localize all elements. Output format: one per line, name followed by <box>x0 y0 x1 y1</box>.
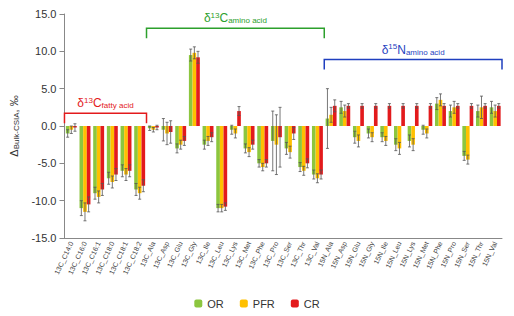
svg-text:15N_Val: 15N_Val <box>481 240 500 268</box>
svg-text:15N_Gly: 15N_Gly <box>357 240 376 268</box>
html-text:δ13: δ13 <box>203 10 220 26</box>
svg-text:15N_Thr: 15N_Thr <box>466 240 485 269</box>
svg-text:13C_C18:1: 13C_C18:1 <box>107 240 130 276</box>
svg-text:13C_Glu: 13C_Glu <box>165 240 184 269</box>
svg-text:13C_C16:1: 13C_C16:1 <box>80 240 102 276</box>
svg-text:13C_Lys: 13C_Lys <box>220 240 239 269</box>
svg-text:13C_C18:2: 13C_C18:2 <box>122 240 144 276</box>
svg-text:13C_Pro: 13C_Pro <box>261 240 280 269</box>
svg-text:13C_Ser: 13C_Ser <box>275 240 294 269</box>
svg-text:15N_Pro: 15N_Pro <box>439 240 458 269</box>
svg-text:15N_Lys: 15N_Lys <box>398 240 417 269</box>
svg-text:13C_Phe: 13C_Phe <box>247 240 266 270</box>
svg-text:13C_Ala: 13C_Ala <box>138 240 157 268</box>
svg-text:5.0: 5.0 <box>41 83 56 95</box>
svg-text:amino acid: amino acid <box>228 16 267 25</box>
svg-text:, ‰: , ‰ <box>8 95 20 112</box>
svg-text:13C_C18:0: 13C_C18:0 <box>94 240 116 276</box>
svg-text:13C_Leu: 13C_Leu <box>206 240 225 270</box>
svg-text:13C_Asp: 13C_Asp <box>151 240 171 270</box>
svg-text:15N_Glu: 15N_Glu <box>343 240 362 269</box>
svg-text:13C_Met: 13C_Met <box>233 240 253 270</box>
svg-text:amino acid: amino acid <box>406 48 445 57</box>
svg-text:-10.0: -10.0 <box>31 195 56 207</box>
svg-text:15N_Ala: 15N_Ala <box>316 240 335 268</box>
svg-text:15N_Phe: 15N_Phe <box>425 240 444 270</box>
svg-text:OR: OR <box>207 298 224 310</box>
svg-text:15N_Met: 15N_Met <box>411 240 430 270</box>
svg-text:PFR: PFR <box>253 298 275 310</box>
svg-text:10.0: 10.0 <box>35 45 56 57</box>
svg-text:-5.0: -5.0 <box>38 157 57 169</box>
svg-text:13C_C14:0: 13C_C14:0 <box>53 240 75 276</box>
svg-text:fatty acid: fatty acid <box>102 101 134 110</box>
svg-text:15N_Ser: 15N_Ser <box>453 240 471 269</box>
svg-text:15.0: 15.0 <box>35 8 56 20</box>
html-text:δ13: δ13 <box>77 95 93 111</box>
svg-text:13C_C16:0: 13C_C16:0 <box>66 240 89 276</box>
svg-text:Bulk-CSIA: Bulk-CSIA <box>12 112 21 150</box>
svg-text:-15.0: -15.0 <box>31 232 56 244</box>
svg-text:C: C <box>219 11 228 25</box>
svg-text:13C_Ile: 13C_Ile <box>194 240 212 266</box>
svg-text:N: N <box>397 43 406 57</box>
svg-text:15N_Asp: 15N_Asp <box>329 240 348 270</box>
svg-text:CR: CR <box>304 298 320 310</box>
svg-text:13C_Thr: 13C_Thr <box>289 240 307 269</box>
svg-text:15N_Leu: 15N_Leu <box>384 240 403 270</box>
html-text:δ15: δ15 <box>381 42 398 57</box>
svg-text:15N_Ile: 15N_Ile <box>372 240 389 266</box>
svg-text:13C_Gly: 13C_Gly <box>180 240 199 268</box>
svg-text:Δ: Δ <box>7 149 20 157</box>
svg-text:C: C <box>93 96 102 110</box>
svg-text:0.0: 0.0 <box>41 120 56 132</box>
svg-text:13C_Val: 13C_Val <box>303 240 321 268</box>
